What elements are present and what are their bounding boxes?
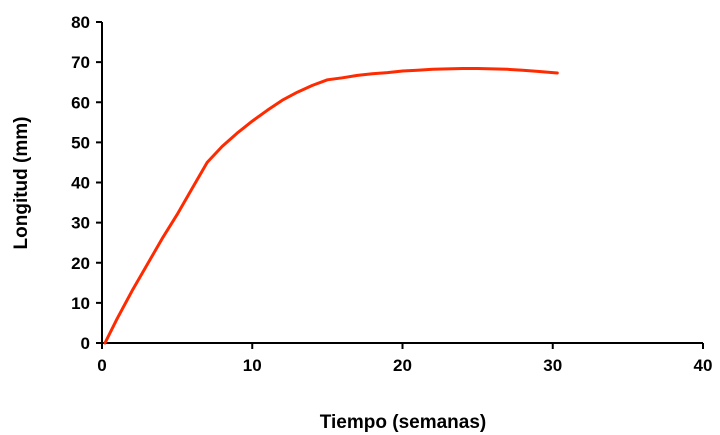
y-tick-label: 70 [71,53,90,72]
chart-series [103,67,559,345]
x-tick-label: 40 [694,356,713,375]
x-axis-title: Tiempo (semanas) [320,412,486,433]
y-tick-label: 0 [81,334,90,353]
y-tick-label: 60 [71,93,90,112]
x-tick-label: 10 [243,356,262,375]
x-tick-label: 30 [543,356,562,375]
x-tick-label: 0 [97,356,106,375]
y-tick-label: 20 [71,254,90,273]
y-tick-label: 40 [71,174,90,193]
y-axis-title: Longitud (mm) [11,117,32,250]
series-line [103,67,559,345]
x-tick-label: 20 [393,356,412,375]
chart-ticks: 0 10 20 30 40 50 60 70 80 0 10 20 30 40 [71,13,712,375]
y-tick-label: 80 [71,13,90,32]
y-tick-label: 50 [71,133,90,152]
y-tick-label: 10 [71,294,90,313]
y-tick-label: 30 [71,214,90,233]
